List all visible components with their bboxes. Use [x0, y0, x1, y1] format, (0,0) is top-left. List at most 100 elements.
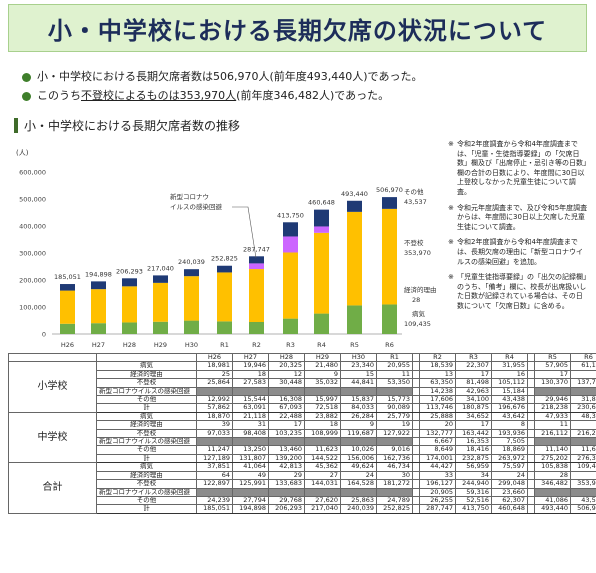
notes-panel: ※ 令和2年度調査から令和4年度調査までは、「児童・生徒指導要録」の「欠席日数」欄…	[448, 140, 588, 318]
bar-segment	[249, 269, 264, 322]
note-text: 「児童生徒指導要録」の「出欠の記録欄」のうち、「備考」欄に、校長が出席扱いした日…	[457, 273, 587, 310]
table-cell: 90,089	[376, 403, 413, 413]
table-row-label: その他	[96, 395, 197, 405]
table-cell: 137,704	[570, 378, 596, 388]
table-gap	[412, 395, 420, 405]
bar-segment	[91, 323, 106, 334]
table-cell: 15	[340, 369, 377, 380]
table-cell: 31	[232, 420, 269, 430]
table-cell: 25,864	[196, 378, 233, 388]
table-cell: 13,250	[232, 445, 269, 455]
table-gap	[412, 487, 420, 497]
bar-total-label: 252,825	[211, 255, 238, 263]
table-cell: 17	[455, 369, 492, 380]
bar-segment	[283, 252, 298, 319]
other-value: 43,537	[404, 198, 427, 206]
table-cell: ###	[304, 487, 341, 497]
table-gap	[527, 470, 535, 481]
table-header-cell: R3	[455, 352, 492, 363]
table-gap	[412, 495, 420, 506]
bar-segment	[314, 232, 329, 314]
table-row: 不登校 97,033 98,408 103,235 108,999 119,687 127,…	[9, 428, 596, 439]
table-cell: 105,838	[534, 462, 571, 472]
bar-segment	[184, 320, 199, 334]
table-gap	[527, 361, 535, 371]
table-cell: 33	[419, 470, 456, 481]
table-cell: 98,408	[232, 428, 269, 439]
chart-annotations: 新型コロナウイルスの感染回避 その他 43,537 不登校 353,970 経済的理由 28…	[170, 187, 437, 328]
table-gap	[412, 352, 420, 363]
table-gap	[527, 352, 535, 363]
table-gap	[412, 361, 420, 371]
summary-bullet-2: このうち不登校によるものは353,970人(前年度346,482人)であった。	[22, 87, 389, 103]
table-gap	[412, 445, 420, 455]
table-cell: 20	[419, 420, 456, 430]
x-tick-label: H29	[154, 341, 167, 349]
table-gap	[527, 479, 535, 489]
table-cell: 63,091	[232, 403, 269, 413]
table-header-cell: R1	[376, 352, 413, 363]
table-gap	[527, 495, 535, 506]
table-cell: 37,851	[196, 462, 233, 472]
table-cell: 97,033	[196, 428, 233, 439]
table-row: 新型コロナウイルスの感染回避 ### ### ### ### ### ### 14,238 42…	[9, 386, 596, 397]
futoko-value: 353,970	[404, 249, 431, 257]
x-tick-label: R3	[286, 341, 295, 349]
table-gap	[527, 411, 535, 422]
table-cell: 15,184	[491, 386, 528, 397]
x-tick-label: R1	[220, 341, 229, 349]
table-header-cell: R6	[570, 352, 596, 363]
note-4: ※ 「児童生徒指導要録」の「出欠の記録欄」のうち、「備考」欄に、校長が出席扱いした…	[448, 273, 588, 311]
table-cell: 21	[570, 420, 596, 430]
table-header-cell: H29	[304, 352, 341, 363]
table-cell: 64	[196, 470, 233, 481]
table-cell: 61,114	[570, 361, 596, 371]
table-gap	[412, 378, 420, 388]
y-tick-label: 400,000	[19, 223, 46, 231]
table-cell: 196,127	[419, 479, 456, 489]
table-cell: 15,837	[340, 395, 377, 405]
y-tick-label: 100,000	[19, 304, 46, 312]
table-header-row: H26 H27 H28 H29 H30 R1 R2 R3 R4 R5 R6	[8, 352, 596, 363]
summary-text-2-pre: このうち	[37, 89, 81, 102]
table-cell: ###	[196, 487, 233, 497]
page-title: 小・中学校における長期欠席の状況について	[47, 16, 548, 45]
table-header-cell: R4	[491, 352, 528, 363]
bar-total-label: 460,648	[308, 199, 335, 207]
table-cell: 48,321	[570, 411, 596, 422]
bar-segment	[122, 278, 137, 287]
table-cell: ###	[570, 487, 596, 497]
table-group-label: 小学校	[8, 361, 97, 413]
table-cell: ###	[376, 386, 413, 397]
table-cell: ###	[196, 437, 233, 447]
table-cell: ###	[196, 386, 233, 397]
bar-segment	[347, 305, 362, 334]
x-tick-label: H28	[123, 341, 136, 349]
table-cell: ###	[232, 386, 269, 397]
table-cell: 144,522	[304, 453, 341, 464]
table-cell: ###	[268, 437, 305, 447]
note-mark: ※	[448, 273, 454, 282]
table-row-label: 計	[96, 504, 197, 514]
bar-segment	[347, 211, 362, 306]
table-cell: 29,946	[534, 395, 571, 405]
table-cell: 493,440	[534, 504, 571, 514]
table-cell: 62,307	[491, 495, 528, 506]
table-row-label: 病気	[96, 462, 197, 472]
bar-segment	[91, 281, 106, 290]
byoki-label: 病気	[412, 309, 426, 318]
table-cell: 162,736	[376, 453, 413, 464]
table-cell: 43,438	[491, 395, 528, 405]
table-gap	[412, 420, 420, 430]
table-cell: 206,293	[268, 504, 305, 514]
y-tick-label: 500,000	[19, 196, 46, 204]
table-cell: 12	[268, 369, 305, 380]
table-row-label: 新型コロナウイルスの感染回避	[96, 437, 197, 447]
bar-segment	[382, 208, 397, 305]
table-cell: 17	[455, 420, 492, 430]
table-cell: 105,112	[491, 378, 528, 388]
table-cell: 193,936	[491, 428, 528, 439]
table-cell: ###	[268, 487, 305, 497]
table-header-cell: R2	[419, 352, 456, 363]
table-cell: 30,448	[268, 378, 305, 388]
